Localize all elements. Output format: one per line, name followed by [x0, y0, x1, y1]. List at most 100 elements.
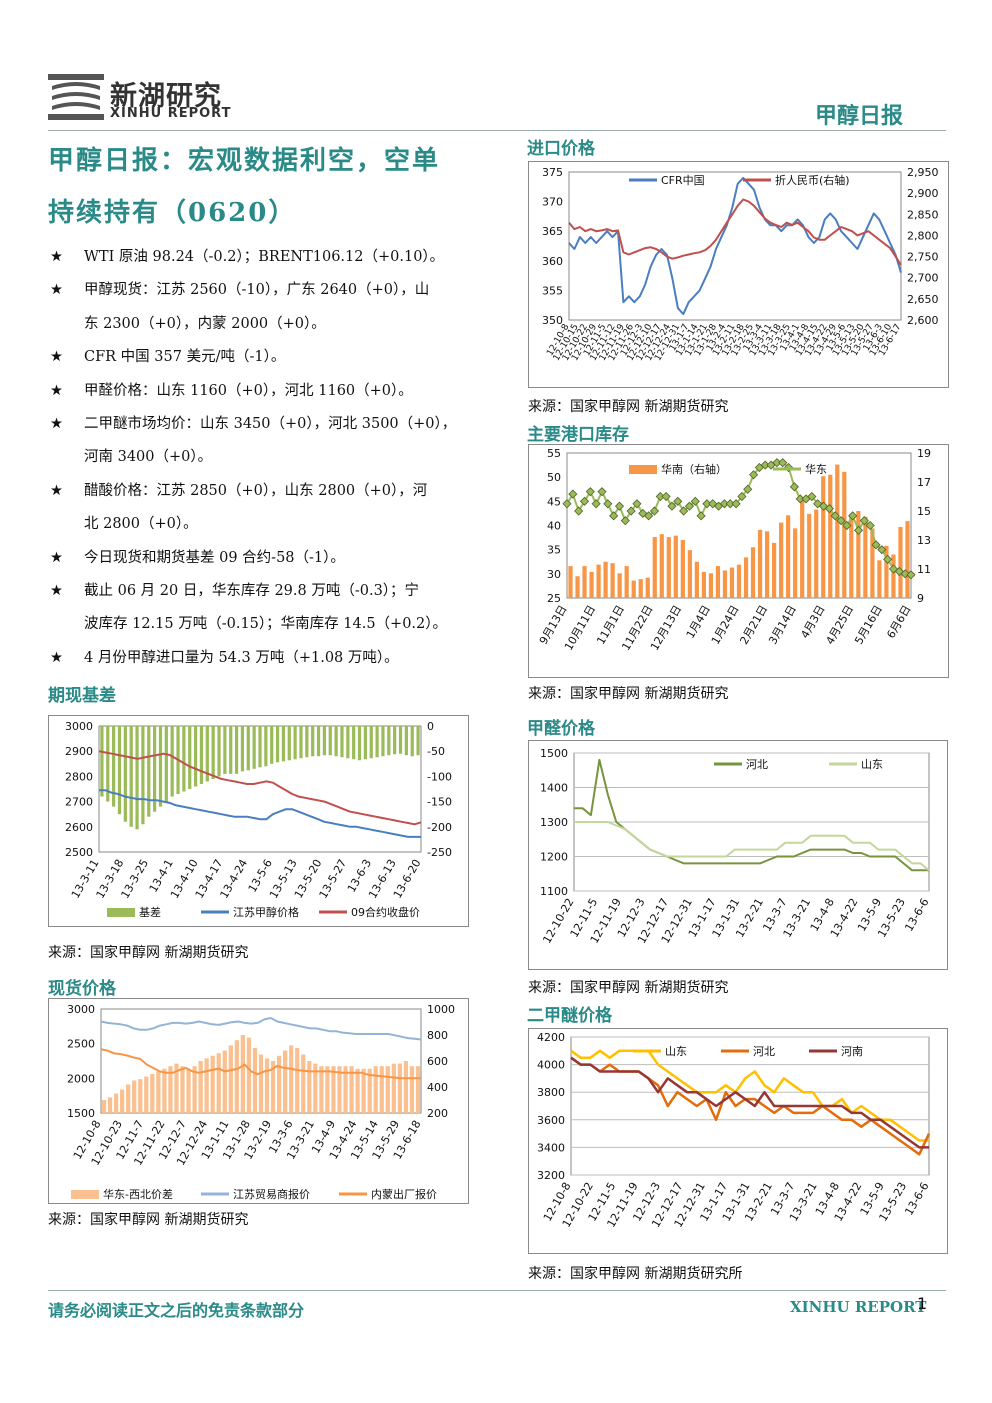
bar [835, 464, 840, 598]
chart-import: 350 355 360 365 370 375 2,600 2,650 2,700 2,750 2,… [528, 161, 949, 388]
bar [771, 542, 777, 598]
bar [624, 566, 629, 598]
bar [316, 726, 321, 757]
bar [193, 726, 198, 787]
series-line [568, 176, 902, 316]
bar [311, 726, 315, 757]
legend-label: 山东 [665, 1045, 687, 1058]
bar [687, 550, 692, 598]
data-point [626, 506, 636, 516]
y2-tick-label: 400 [427, 1081, 448, 1094]
bar [793, 528, 798, 598]
bar [416, 726, 420, 756]
data-point [865, 520, 875, 531]
data-point [749, 470, 759, 480]
plot-area [568, 171, 902, 321]
data-point [836, 516, 846, 526]
legend-label: 基差 [139, 905, 161, 919]
bar [264, 726, 268, 767]
bar [645, 577, 650, 598]
data-point [603, 499, 613, 509]
bullet-line: 波库存 12.15 万吨（-0.15）；华南库存 14.5（+0.2）。 [84, 616, 448, 633]
data-point [620, 516, 630, 526]
data-point [906, 570, 916, 580]
data-point [894, 566, 904, 576]
bar [199, 726, 204, 784]
bar [361, 1068, 366, 1113]
bar [322, 726, 327, 756]
bar [113, 1093, 119, 1113]
bar [800, 499, 805, 598]
bar [652, 537, 657, 598]
bar [870, 528, 875, 598]
bar [369, 726, 373, 759]
bar [144, 1076, 149, 1113]
series-line [100, 1017, 422, 1041]
y2-tick-label: 200 [427, 1107, 448, 1120]
y-tick-label: 2500 [67, 1038, 95, 1051]
data-point [609, 511, 619, 521]
source-port: 来源：国家甲醇网 新湖期货研究 [528, 686, 729, 702]
bar [821, 476, 826, 598]
bar [898, 526, 903, 598]
bar [132, 1080, 137, 1113]
data-point [638, 508, 648, 518]
legend-label: 山东 [861, 758, 883, 771]
bullet-item: ★ 醋酸价格：江苏 2850（+0），山东 2800（+0），河北 2800（+0… [50, 475, 480, 542]
y2-tick-label: 9 [917, 592, 924, 605]
y-tick-label: 3000 [67, 1003, 95, 1016]
bullet-item: ★ 截止 06 月 20 日，华东库存 29.8 万吨（-0.3）；宁 波库存 12… [50, 575, 480, 642]
data-point [853, 525, 864, 535]
bullet-line: 北 2800（+0）。 [84, 516, 198, 533]
bar [631, 580, 636, 598]
bar [814, 509, 819, 598]
star-icon: ★ [50, 282, 63, 299]
y-tick-label: 40 [547, 520, 561, 533]
bar [708, 573, 714, 598]
bar [210, 1055, 215, 1113]
bar [313, 1063, 318, 1113]
bar [129, 726, 133, 827]
source-spot: 来源：国家甲醇网 新湖期货研究 [48, 1212, 249, 1228]
source-formaldehyde: 来源：国家甲醇网 新湖期货研究 [528, 980, 729, 996]
data-point [708, 499, 718, 509]
data-point [679, 506, 689, 516]
bar [673, 535, 678, 598]
y2-tick-label: 2,800 [907, 229, 939, 242]
bar [158, 726, 163, 807]
data-point [649, 506, 660, 516]
x-tick-label: 13-6-6 [902, 896, 931, 934]
bar [234, 1040, 239, 1113]
data-point [579, 496, 590, 506]
star-icon: ★ [50, 349, 63, 366]
star-icon: ★ [50, 416, 63, 433]
bar [375, 726, 379, 758]
bar [856, 511, 861, 598]
bar [192, 1066, 197, 1113]
bar [170, 726, 174, 797]
star-icon: ★ [50, 382, 63, 399]
bar [325, 1066, 330, 1113]
bar [112, 726, 116, 807]
y2-tick-label: -200 [427, 821, 452, 834]
data-point [737, 491, 747, 502]
legend-label: 折人民币(右轴) [775, 173, 850, 187]
legend-label: 河南 [841, 1045, 863, 1058]
bar [240, 1035, 245, 1113]
section-title-basis: 期现基差 [48, 686, 116, 706]
bar [246, 1037, 252, 1113]
x-tick-label: 4月3日 [798, 603, 827, 641]
bullet-item: ★ 今日现货和期货基差 09 合约-58（-1）。 [50, 542, 480, 575]
bar [295, 1048, 300, 1113]
bar [680, 540, 685, 598]
bar [346, 726, 350, 759]
y-tick-label: 2800 [65, 770, 93, 783]
data-point [830, 511, 840, 521]
bar [750, 547, 756, 598]
bar [842, 471, 847, 598]
data-point [568, 489, 578, 499]
bullet-line: WTI 原油 98.24（-0.2）；BRENT106.12（+0.10）。 [84, 249, 445, 265]
bullet-line: 截止 06 月 20 日，华东库存 29.8 万吨（-0.3）；宁 [84, 583, 420, 600]
y2-tick-label: 2,950 [907, 166, 939, 179]
y-tick-label: 30 [547, 568, 561, 581]
